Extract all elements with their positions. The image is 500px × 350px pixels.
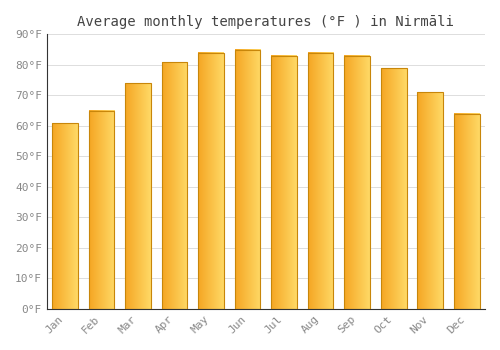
Bar <box>418 92 443 309</box>
Bar <box>308 52 334 309</box>
Bar <box>162 62 188 309</box>
Title: Average monthly temperatures (°F ) in Nirmāli: Average monthly temperatures (°F ) in Ni… <box>78 15 454 29</box>
Bar <box>52 123 78 309</box>
Bar <box>198 52 224 309</box>
Bar <box>235 50 260 309</box>
Bar <box>344 56 370 309</box>
Bar <box>272 56 297 309</box>
Bar <box>89 111 114 309</box>
Bar <box>126 83 151 309</box>
Bar <box>454 114 479 309</box>
Bar <box>381 68 406 309</box>
